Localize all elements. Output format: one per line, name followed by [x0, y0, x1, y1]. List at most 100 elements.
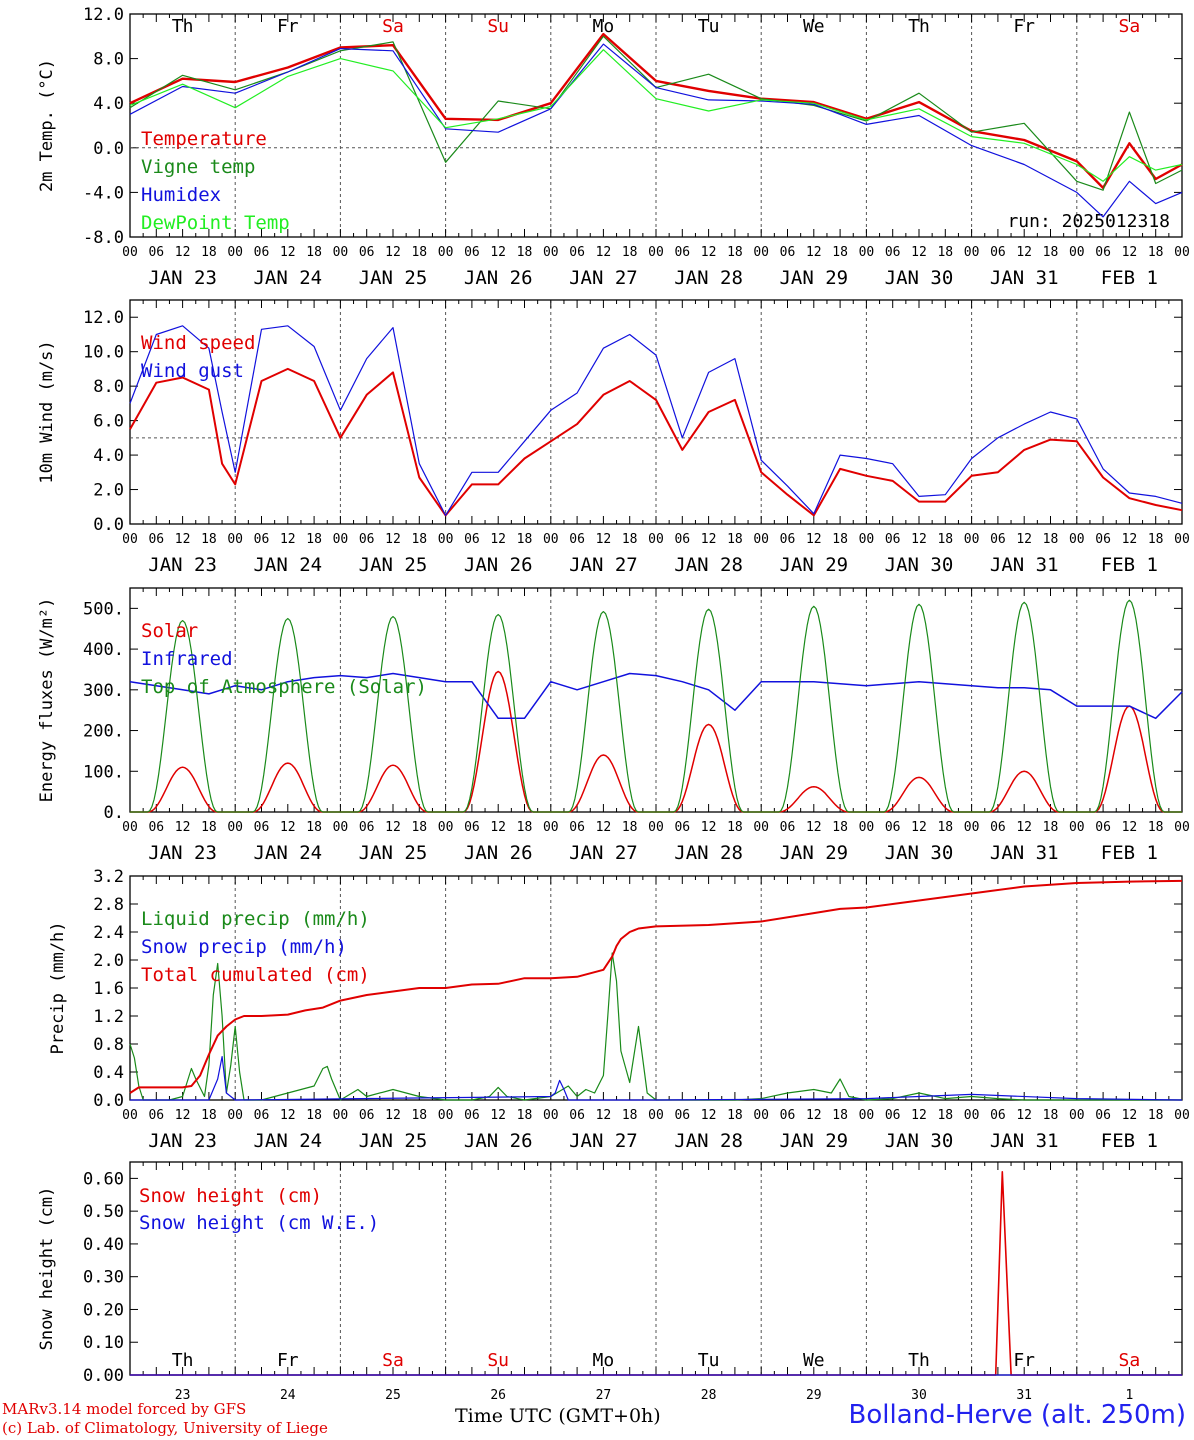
hour-label: 06 — [674, 1108, 690, 1123]
y-tick-label: 0. — [104, 803, 124, 823]
hour-label: 00 — [648, 245, 664, 260]
plot-frame — [129, 13, 1183, 238]
weekday-label: We — [803, 1350, 825, 1371]
chart-energy: 0. 100. 200. 300. 400. 500. Energy fluxes (W/m… — [37, 587, 1190, 864]
hour-label: 12 — [490, 532, 506, 547]
day-label: JAN 27 — [569, 554, 638, 576]
hour-label: 06 — [885, 532, 901, 547]
hour-label: 12 — [280, 245, 296, 260]
legend-entry: Snow precip (mm/h) — [141, 936, 347, 958]
hour-label: 00 — [964, 245, 980, 260]
hour-label: 06 — [464, 245, 480, 260]
hour-label: 00 — [438, 1108, 454, 1123]
hour-label: 00 — [753, 245, 769, 260]
hour-label: 06 — [674, 245, 690, 260]
series-line — [129, 672, 1183, 720]
hour-label: 06 — [990, 820, 1006, 835]
legend-entry: Snow height (cm) — [139, 1185, 322, 1207]
hour-label: 18 — [937, 820, 953, 835]
hour-label: 18 — [517, 820, 533, 835]
hour-label: 06 — [780, 532, 796, 547]
hour-label: 06 — [464, 532, 480, 547]
hour-label: 12 — [596, 532, 612, 547]
hour-label: 06 — [254, 1108, 270, 1123]
hour-label: 12 — [175, 532, 191, 547]
day-number-label: 29 — [806, 1388, 822, 1403]
hour-label: 00 — [859, 245, 875, 260]
weekday-label: Su — [487, 1350, 509, 1371]
hour-label: 00 — [227, 1108, 243, 1123]
series-line — [129, 879, 1183, 1094]
hour-label: 18 — [201, 245, 217, 260]
hour-label: 06 — [674, 820, 690, 835]
day-number-label: 31 — [1016, 1388, 1032, 1403]
hour-label: 06 — [464, 820, 480, 835]
hour-label: 18 — [411, 1108, 427, 1123]
weekday-label: Th — [172, 1350, 194, 1371]
hour-label: 00 — [227, 532, 243, 547]
chart-temp: -8.0 -4.0 0.0 4.0 8.0 12.0 2m Temp. (°C) 00 06 12… — [37, 5, 1190, 289]
weekday-label: Sa — [382, 1350, 404, 1371]
hour-label: 12 — [1122, 532, 1138, 547]
hour-label: 18 — [411, 820, 427, 835]
hour-label: 06 — [780, 245, 796, 260]
weekday-label: Th — [908, 16, 930, 37]
model-credit: MARv3.14 model forced by GFS — [2, 1400, 247, 1418]
legend-entry: Top of Atmosphere (Solar) — [141, 676, 427, 698]
weekday-label: Su — [487, 16, 509, 37]
hour-label: 12 — [596, 1108, 612, 1123]
hour-label: 00 — [964, 1108, 980, 1123]
legend-entry: Temperature — [141, 128, 267, 150]
hour-label: 00 — [1174, 532, 1190, 547]
hour-label: 00 — [122, 1108, 138, 1123]
hour-label: 00 — [859, 820, 875, 835]
hour-label: 12 — [280, 820, 296, 835]
hour-label: 18 — [1148, 1108, 1164, 1123]
hour-label: 00 — [122, 820, 138, 835]
weekday-label: Mo — [593, 1350, 615, 1371]
hour-label: 06 — [990, 1108, 1006, 1123]
hour-label: 18 — [201, 532, 217, 547]
hour-label: 18 — [622, 820, 638, 835]
day-label: JAN 31 — [990, 267, 1059, 289]
hour-label: 06 — [359, 820, 375, 835]
day-label: JAN 24 — [253, 267, 322, 289]
legend-entry: Humidex — [141, 184, 221, 206]
legend-entry: Vigne temp — [141, 156, 255, 178]
y-axis-label: 2m Temp. (°C) — [37, 59, 57, 192]
y-tick-label: 4.0 — [93, 446, 124, 466]
y-tick-label: 400. — [83, 640, 124, 660]
series-line — [129, 367, 1183, 517]
hour-label: 06 — [885, 1108, 901, 1123]
legend-entry: Liquid precip (mm/h) — [141, 908, 370, 930]
day-label: JAN 24 — [253, 1130, 322, 1152]
y-tick-label: 0.50 — [83, 1202, 124, 1222]
y-tick-label: -4.0 — [83, 183, 124, 203]
weekday-label: Sa — [1119, 1350, 1141, 1371]
weekday-label: Tu — [698, 16, 720, 37]
hour-label: 18 — [1043, 1108, 1059, 1123]
hour-label: 06 — [990, 245, 1006, 260]
y-tick-label: 3.2 — [93, 867, 124, 887]
y-tick-label: 200. — [83, 722, 124, 742]
hour-label: 06 — [359, 532, 375, 547]
hour-label: 00 — [543, 1108, 559, 1123]
series-line — [129, 325, 1183, 516]
hour-label: 00 — [438, 245, 454, 260]
hour-label: 18 — [1148, 245, 1164, 260]
legend-entry: DewPoint Temp — [141, 212, 290, 234]
series-line — [129, 43, 1183, 218]
day-label: JAN 29 — [779, 554, 848, 576]
y-tick-label: 0.00 — [83, 1366, 124, 1386]
hour-label: 00 — [1174, 820, 1190, 835]
day-label: JAN 31 — [990, 842, 1059, 864]
hour-label: 06 — [885, 820, 901, 835]
day-label: JAN 26 — [464, 1130, 533, 1152]
hour-label: 06 — [359, 1108, 375, 1123]
legend-entry: Snow height (cm W.E.) — [139, 1212, 379, 1234]
hour-label: 12 — [385, 532, 401, 547]
hour-label: 06 — [254, 820, 270, 835]
series-line — [130, 1056, 1183, 1101]
hour-label: 12 — [806, 820, 822, 835]
weekday-label: Th — [908, 1350, 930, 1371]
